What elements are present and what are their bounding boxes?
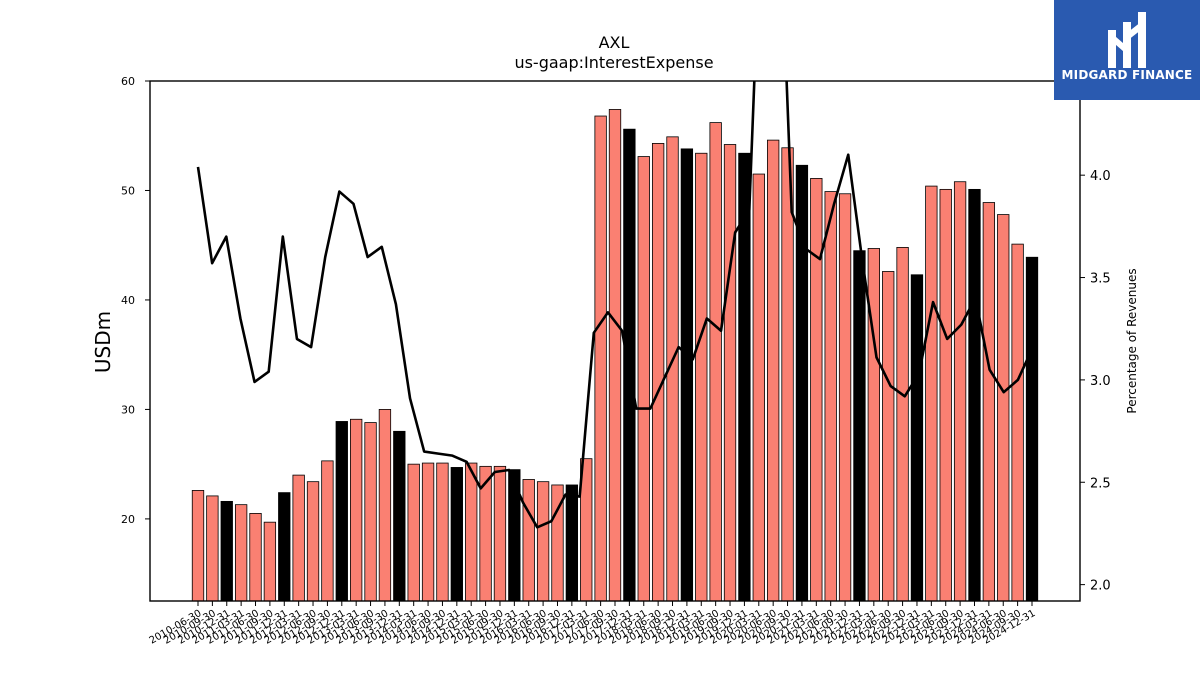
- y2-tick-label: 4.0: [1090, 169, 1111, 184]
- bar-2014-12-31: [450, 467, 463, 601]
- y-tick-label: 40: [121, 294, 135, 307]
- y2-tick-label: 3.0: [1090, 374, 1111, 389]
- bar-2014-09-30: [436, 462, 449, 601]
- logo-mark-icon: [1108, 12, 1146, 68]
- y2-axis-ticks: 2.0 2.5 3.0 3.5 4.0: [1080, 169, 1111, 594]
- bar-2020-09-30: [781, 147, 794, 601]
- bar-2024-12-31: [1025, 256, 1039, 601]
- bar-2016-12-31: [565, 484, 579, 601]
- bar-2017-06-30: [594, 115, 607, 601]
- bar-2020-06-30: [767, 139, 780, 601]
- percentage-line-series: [196, 81, 1034, 529]
- bar-2017-09-30: [608, 109, 622, 601]
- bar-2023-03-31: [925, 185, 938, 601]
- bar-2019-09-30: [723, 144, 737, 601]
- bar-2021-06-30: [824, 191, 837, 601]
- y-axis-ticks: 20 30 40 50 60: [121, 75, 150, 526]
- bar-2016-03-31: [522, 479, 535, 601]
- bar-2018-09-30: [666, 136, 679, 601]
- chart-title: AXL: [599, 33, 630, 52]
- y-tick-label: 30: [121, 403, 135, 416]
- bar-2018-06-30: [651, 142, 665, 601]
- bar-2019-06-30: [709, 122, 722, 601]
- bar-2020-03-31: [752, 173, 765, 601]
- bar-2011-06-30: [249, 513, 262, 601]
- bar-2024-03-31: [982, 202, 996, 601]
- bar-2012-06-30: [306, 481, 320, 601]
- bar-2019-03-31: [695, 152, 708, 601]
- bar-2012-03-31: [292, 474, 305, 601]
- bar-2012-12-31: [335, 421, 348, 601]
- bar-2014-03-31: [407, 463, 420, 601]
- chart-subtitle: us-gaap:InterestExpense: [514, 53, 713, 72]
- bar-2010-12-31: [220, 500, 233, 601]
- bar-2018-03-31: [637, 156, 650, 601]
- bar-2024-06-30: [997, 214, 1010, 601]
- y-tick-label: 20: [121, 513, 135, 526]
- bar-series: [191, 109, 1039, 601]
- y2-axis-label: Percentage of Revenues: [1125, 268, 1139, 413]
- bar-2011-03-31: [234, 504, 248, 601]
- bar-2021-12-31: [853, 250, 866, 601]
- midgard-finance-logo: MIDGARD FINANCE: [1054, 0, 1200, 100]
- bar-2023-09-30: [953, 181, 967, 601]
- bar-2013-09-30: [378, 409, 392, 601]
- bar-2013-06-30: [364, 422, 377, 601]
- bar-2022-09-30: [896, 246, 909, 601]
- x-axis-ticks: 2010-06-302010-09-302010-12-312011-03-31…: [148, 601, 1038, 647]
- y2-tick-label: 3.5: [1090, 272, 1111, 287]
- bar-2012-09-30: [321, 460, 334, 601]
- y-tick-label: 60: [121, 75, 135, 88]
- bar-2016-06-30: [536, 481, 550, 601]
- bar-2024-09-30: [1011, 243, 1024, 601]
- y-axis-label: USDm: [91, 311, 115, 373]
- bar-2015-09-30: [493, 465, 507, 601]
- bar-2010-06-30: [191, 490, 205, 601]
- bar-2021-03-31: [810, 178, 823, 601]
- bar-2010-09-30: [206, 495, 219, 601]
- bar-2015-06-30: [479, 465, 492, 601]
- bar-2013-03-31: [350, 418, 363, 601]
- y-tick-label: 50: [121, 184, 135, 197]
- y2-tick-label: 2.5: [1090, 476, 1111, 491]
- bar-2013-12-31: [393, 430, 406, 601]
- bar-2023-12-31: [968, 188, 981, 601]
- bar-2011-09-30: [263, 521, 277, 601]
- bar-2022-06-30: [882, 271, 895, 601]
- bar-2023-06-30: [939, 188, 952, 601]
- bar-2015-03-31: [465, 462, 478, 601]
- bar-2018-12-31: [680, 148, 694, 601]
- bar-2019-12-31: [738, 152, 751, 601]
- bar-2015-12-31: [508, 469, 521, 601]
- percentage-line: [196, 81, 1034, 529]
- bar-2017-03-31: [580, 458, 593, 601]
- bar-2022-03-31: [867, 248, 880, 601]
- bar-2022-12-31: [910, 274, 924, 601]
- bar-2021-09-30: [838, 193, 852, 601]
- bar-2014-06-30: [421, 462, 435, 601]
- y2-tick-label: 2.0: [1090, 579, 1111, 594]
- logo-text: MIDGARD FINANCE: [1061, 68, 1193, 82]
- bar-2011-12-31: [278, 492, 291, 601]
